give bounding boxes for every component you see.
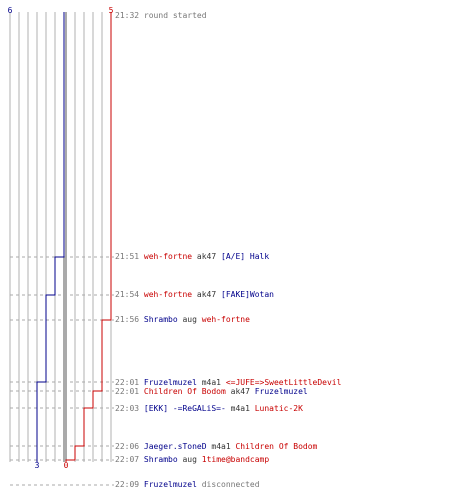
weapon-name: aug: [182, 455, 197, 464]
victim-name: Children Of Bodom: [235, 442, 318, 451]
killer-name: Fruzelmuzel: [143, 378, 197, 387]
disconnect-event-row: 22:09 Fruzelmuzel disconnected: [115, 480, 260, 490]
event-text: disconnected: [201, 480, 260, 489]
victim-name: weh-fortne: [201, 315, 250, 324]
killer-name: weh-fortne: [143, 252, 193, 261]
killer-name: [EKK] -=ReGALiS=-: [143, 404, 226, 413]
event-row-round-start: 21:32 round started: [115, 11, 207, 21]
kill-event-row: 22:07 Shrambo aug 1time@bandcamp: [115, 455, 269, 465]
event-time: 22:03: [115, 404, 140, 413]
kill-event-row: 22:06 Jaeger.sToneD m4a1 Children Of Bod…: [115, 442, 317, 452]
killer-name: weh-fortne: [143, 290, 193, 299]
victim-name: 1time@bandcamp: [201, 455, 270, 464]
killer-name: Children Of Bodom: [143, 387, 226, 396]
weapon-name: m4a1: [230, 404, 250, 413]
kill-event-row: 21:54 weh-fortne ak47 [FAKE]Wotan: [115, 290, 274, 300]
kill-event-row: 22:01 Fruzelmuzel m4a1 <=JUFE=>SweetLitt…: [115, 378, 341, 388]
blue-start-score: 6: [8, 6, 13, 15]
weapon-name: ak47: [196, 252, 217, 261]
event-text: round started: [143, 11, 207, 20]
grid-lines: [9, 12, 112, 462]
event-time: 21:54: [115, 290, 140, 299]
red-start-score: 5: [109, 6, 114, 15]
event-time: 22:06: [115, 442, 140, 451]
weapon-name: m4a1: [201, 378, 221, 387]
player-name: Fruzelmuzel: [143, 480, 197, 489]
event-time: 21:51: [115, 252, 140, 261]
event-time: 21:56: [115, 315, 140, 324]
victim-name: Lunatic-2K: [254, 404, 303, 413]
event-time: 22:07: [115, 455, 140, 464]
event-time: 21:32: [115, 11, 140, 20]
killer-name: Shrambo: [143, 315, 178, 324]
blue-end-score: 3: [35, 461, 40, 470]
victim-name: [A/E] Halk: [221, 252, 270, 261]
event-time: 22:01: [115, 387, 140, 396]
event-time: 22:09: [115, 480, 140, 489]
blue-team-score-line: [36, 12, 65, 462]
weapon-name: m4a1: [211, 442, 231, 451]
victim-name: [FAKE]Wotan: [221, 290, 274, 299]
kill-event-row: 22:03 [EKK] -=ReGALiS=- m4a1 Lunatic-2K: [115, 404, 303, 414]
kill-event-row: 21:56 Shrambo aug weh-fortne: [115, 315, 250, 325]
weapon-name: ak47: [196, 290, 217, 299]
kill-event-row: 21:51 weh-fortne ak47 [A/E] Halk: [115, 252, 269, 262]
event-dash-lines: [10, 256, 114, 486]
victim-name: <=JUFE=>SweetLittleDevil: [225, 378, 342, 387]
red-team-score-line: [65, 12, 112, 462]
event-time: 22:01: [115, 378, 140, 387]
red-end-score: 0: [64, 461, 69, 470]
weapon-name: aug: [182, 315, 197, 324]
victim-name: Fruzelmuzel: [254, 387, 308, 396]
killer-name: Shrambo: [143, 455, 178, 464]
weapon-name: ak47: [230, 387, 250, 396]
kill-event-row: 22:01 Children Of Bodom ak47 Fruzelmuzel: [115, 387, 308, 397]
killer-name: Jaeger.sToneD: [143, 442, 207, 451]
